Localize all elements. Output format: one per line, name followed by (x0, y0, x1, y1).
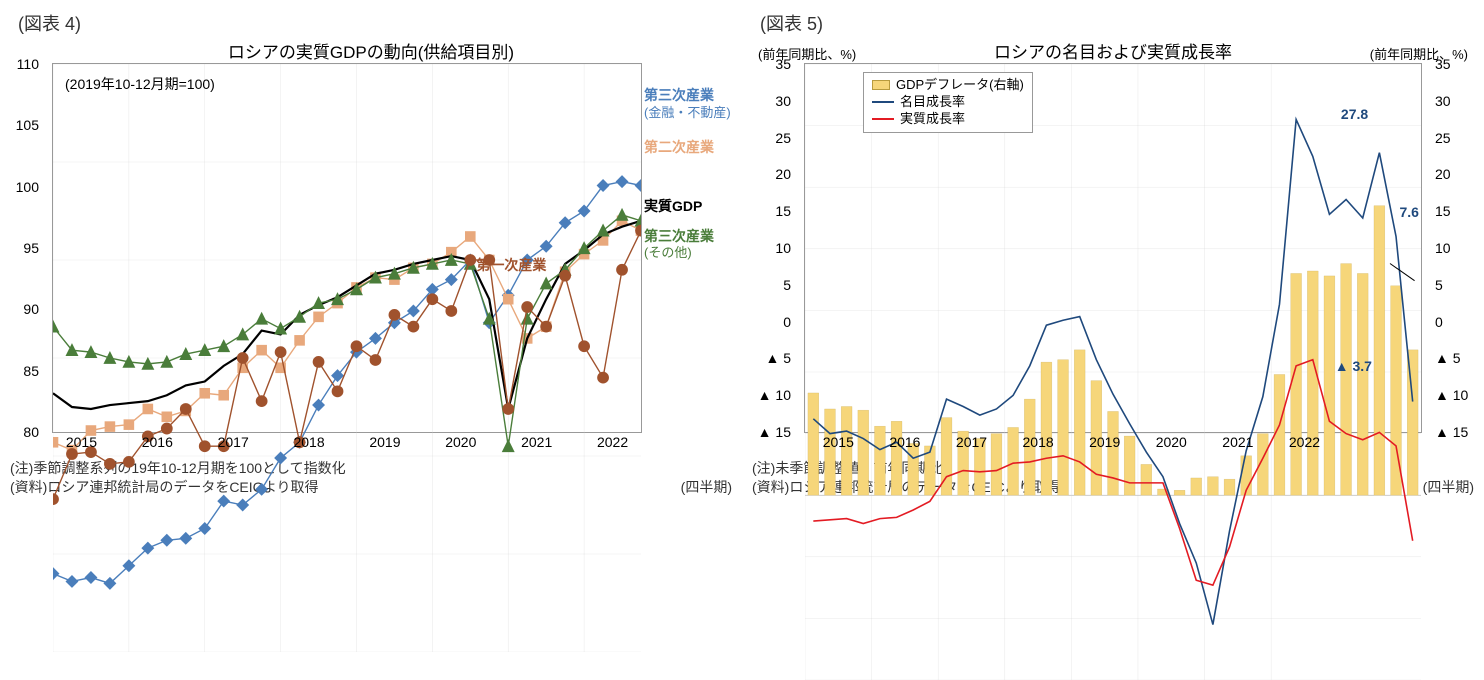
right-x-axis: 2015 2016 2017 2018 2019 2020 2021 2022 (805, 434, 1421, 454)
y-tick-right: 10 (1435, 240, 1451, 256)
y-tick: 20 (775, 166, 791, 182)
series-label-secondary: 第二次産業 (644, 137, 714, 157)
x-tick: 2020 (1156, 434, 1187, 450)
legend-row-real: 実質成長率 (872, 111, 1024, 128)
right-legend: GDPデフレータ(右軸) 名目成長率 実質成長率 (863, 72, 1033, 133)
series-sublabel-tertiary_finance: (金融・不動産) (644, 102, 731, 121)
x-tick: 2022 (1289, 434, 1320, 450)
y-tick-right: 35 (1435, 56, 1451, 72)
y-tick-right: ▲ 10 (1435, 387, 1468, 403)
x-tick: 2019 (1089, 434, 1120, 450)
series-label-real_gdp: 実質GDP (644, 196, 702, 216)
x-tick: 2015 (823, 434, 854, 450)
y-tick: 5 (783, 277, 791, 293)
x-tick: 2020 (445, 434, 476, 450)
y-tick-right: ▲ 5 (1435, 350, 1461, 366)
right-chart-panel: (図表 5) (前年同期比、%) ロシアの名目および実質成長率 (前年同期比、%… (752, 10, 1474, 497)
right-period-label: (四半期) (1423, 477, 1474, 497)
left-series-labels: 第三次産業(金融・不動産)第二次産業実質GDP第三次産業(その他) (52, 63, 642, 433)
left-period-label: (四半期) (681, 477, 732, 497)
right-chart-title: ロシアの名目および実質成長率 (856, 38, 1370, 63)
page: (図表 4) ロシアの実質GDPの動向(供給項目別) 8085909510010… (10, 10, 1474, 497)
x-tick: 2017 (956, 434, 987, 450)
right-chart-box: ▲ 15▲ 10▲ 505101520253035 ▲ 15▲ 10▲ 5051… (804, 63, 1422, 433)
y-tick: ▲ 5 (765, 350, 791, 366)
y-tick: 105 (16, 117, 39, 133)
y-tick: 10 (775, 240, 791, 256)
y-tick: 90 (23, 301, 39, 317)
y-tick-right: ▲ 15 (1435, 424, 1468, 440)
left-chart-title: ロシアの実質GDPの動向(供給項目別) (10, 38, 732, 63)
x-tick: 2016 (142, 434, 173, 450)
y-tick: 100 (16, 179, 39, 195)
y-tick: 25 (775, 130, 791, 146)
left-chart-panel: (図表 4) ロシアの実質GDPの動向(供給項目別) 80 85 90 95 100 10… (10, 10, 732, 497)
x-tick: 2017 (218, 434, 249, 450)
legend-label-real: 実質成長率 (900, 111, 965, 128)
left-x-axis: 2015 2016 2017 2018 2019 2020 2021 2022 (53, 434, 641, 454)
legend-row-deflator: GDPデフレータ(右軸) (872, 77, 1024, 94)
y-tick: 95 (23, 240, 39, 256)
y-tick-right: 20 (1435, 166, 1451, 182)
legend-row-nominal: 名目成長率 (872, 94, 1024, 111)
y-tick: 85 (23, 363, 39, 379)
y-tick: ▲ 10 (758, 387, 791, 403)
x-tick: 2015 (66, 434, 97, 450)
y-tick: 80 (23, 424, 39, 440)
annot-real-last: ▲ 3.7 (1335, 358, 1372, 374)
annot-deflator-last: 7.6 (1399, 204, 1418, 220)
y-tick: ▲ 15 (758, 424, 791, 440)
figure-label-5: (図表 5) (760, 10, 1474, 36)
legend-label-nominal: 名目成長率 (900, 94, 965, 111)
y-tick: 35 (775, 56, 791, 72)
x-tick: 2018 (1023, 434, 1054, 450)
x-tick: 2021 (521, 434, 552, 450)
x-tick: 2019 (369, 434, 400, 450)
figure-label-4: (図表 4) (18, 10, 732, 36)
y-tick: 0 (783, 314, 791, 330)
series-sublabel-tertiary_other: (その他) (644, 242, 692, 261)
y-tick: 30 (775, 93, 791, 109)
x-tick: 2022 (597, 434, 628, 450)
legend-swatch-deflator (872, 80, 890, 90)
y-tick-right: 15 (1435, 203, 1451, 219)
y-tick-right: 0 (1435, 314, 1443, 330)
right-yaxis-title-left: (前年同期比、%) (758, 44, 856, 63)
right-chart-svg (805, 64, 1421, 680)
legend-label-deflator: GDPデフレータ(右軸) (896, 77, 1024, 94)
y-tick-right: 5 (1435, 277, 1443, 293)
y-tick: 110 (17, 56, 39, 72)
annot-nominal-last: 27.8 (1341, 106, 1368, 122)
y-tick-right: 30 (1435, 93, 1451, 109)
y-tick: 15 (775, 203, 791, 219)
x-tick: 2021 (1222, 434, 1253, 450)
right-yaxis-title-right: (前年同期比、%) (1370, 44, 1468, 63)
y-tick-right: 25 (1435, 130, 1451, 146)
legend-swatch-real (872, 118, 894, 120)
x-tick: 2018 (293, 434, 324, 450)
x-tick: 2016 (889, 434, 920, 450)
legend-swatch-nominal (872, 101, 894, 103)
